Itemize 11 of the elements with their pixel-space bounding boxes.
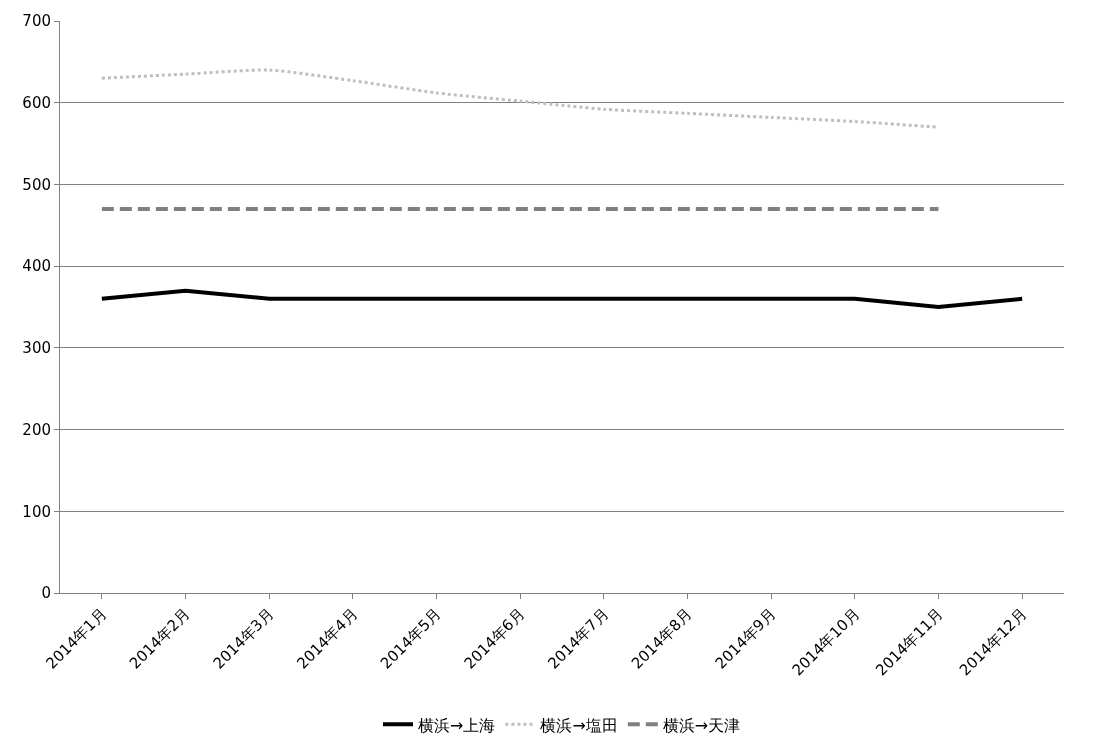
- legend-label: 横浜→塩田: [540, 715, 618, 735]
- legend-label: 横浜→天津: [662, 715, 741, 735]
- y-tick-label: 600: [22, 93, 51, 112]
- y-tick-label: 0: [41, 584, 51, 603]
- y-tick-label: 400: [22, 257, 51, 276]
- y-tick-label: 100: [22, 502, 51, 521]
- y-tick-label: 300: [22, 339, 51, 358]
- legend-label: 横浜→上海: [418, 715, 496, 735]
- y-tick-label: 700: [22, 12, 51, 31]
- y-tick-label: 200: [22, 420, 51, 439]
- y-tick-label: 500: [22, 175, 51, 194]
